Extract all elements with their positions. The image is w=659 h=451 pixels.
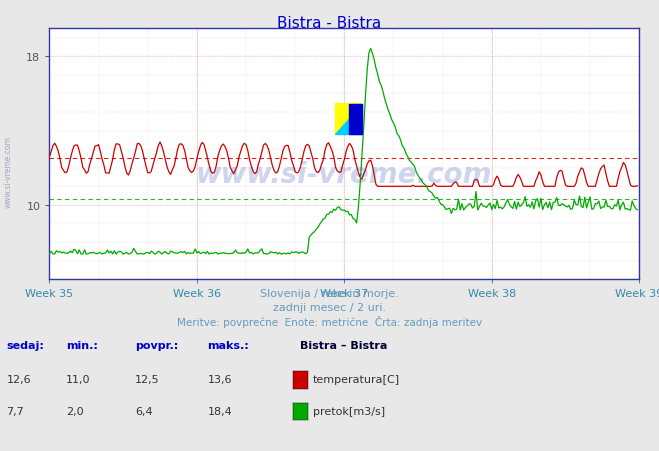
Text: www.si-vreme.com: www.si-vreme.com xyxy=(196,161,492,189)
Text: 12,6: 12,6 xyxy=(7,374,31,384)
Text: povpr.:: povpr.: xyxy=(135,341,179,350)
Polygon shape xyxy=(335,104,362,134)
Text: 11,0: 11,0 xyxy=(66,374,90,384)
Bar xyxy=(349,104,362,134)
Text: 12,5: 12,5 xyxy=(135,374,159,384)
Polygon shape xyxy=(335,104,362,134)
Text: maks.:: maks.: xyxy=(208,341,249,350)
Text: Bistra – Bistra: Bistra – Bistra xyxy=(300,341,387,350)
Text: pretok[m3/s]: pretok[m3/s] xyxy=(313,406,385,416)
Text: www.si-vreme.com: www.si-vreme.com xyxy=(3,135,13,207)
Text: 18,4: 18,4 xyxy=(208,406,233,416)
Text: 13,6: 13,6 xyxy=(208,374,232,384)
Text: Bistra - Bistra: Bistra - Bistra xyxy=(277,16,382,31)
Text: min.:: min.: xyxy=(66,341,98,350)
Text: Slovenija / reke in morje.: Slovenija / reke in morje. xyxy=(260,289,399,299)
Text: Meritve: povprečne  Enote: metrične  Črta: zadnja meritev: Meritve: povprečne Enote: metrične Črta:… xyxy=(177,316,482,328)
Text: sedaj:: sedaj: xyxy=(7,341,44,350)
Text: 2,0: 2,0 xyxy=(66,406,84,416)
Text: 6,4: 6,4 xyxy=(135,406,153,416)
Text: 7,7: 7,7 xyxy=(7,406,24,416)
Text: temperatura[C]: temperatura[C] xyxy=(313,374,400,384)
Text: zadnji mesec / 2 uri.: zadnji mesec / 2 uri. xyxy=(273,302,386,312)
